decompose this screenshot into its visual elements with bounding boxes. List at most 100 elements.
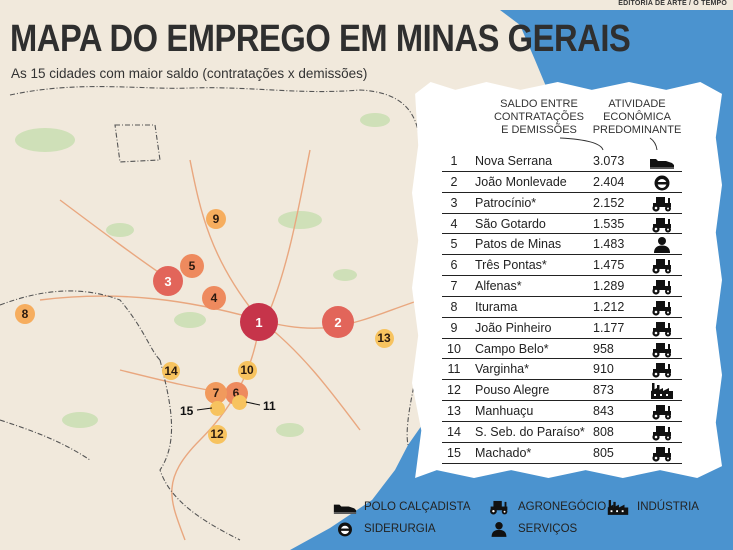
credit-line: EDITORIA DE ARTE / O TEMPO (618, 0, 727, 7)
table-row: 6 Três Pontas* 1.475 (442, 255, 682, 277)
saldo-value: 805 (593, 445, 614, 460)
person-icon (648, 236, 676, 253)
legend-label: INDÚSTRIA (637, 501, 699, 513)
factory-icon (605, 498, 631, 516)
table-row: 12 Pouso Alegre 873 (442, 380, 682, 402)
tractor-icon (648, 424, 676, 441)
city-marker-13: 13 (374, 328, 394, 348)
shoe-icon (332, 498, 358, 516)
legend-label: AGRONEGÓCIO (518, 501, 607, 513)
city-marker-4: 4 (202, 286, 226, 310)
legend-label: SIDERURGIA (364, 523, 436, 535)
city-marker-9: 9 (206, 209, 226, 229)
city-name: S. Seb. do Paraíso* (475, 424, 585, 439)
rank-number: 12 (447, 383, 461, 398)
rank-number: 7 (450, 279, 458, 294)
legend-item: SERVIÇOS (486, 520, 577, 538)
tractor-icon (648, 278, 676, 295)
rank-number: 4 (450, 216, 458, 231)
rank-number: 2 (450, 174, 458, 189)
saldo-value: 910 (593, 362, 614, 377)
shoe-icon (648, 153, 676, 170)
city-name: Nova Serrana (475, 154, 553, 168)
city-marker-3: 3 (153, 266, 183, 296)
rank-number: 5 (450, 237, 458, 252)
city-name: Manhuaçu (475, 404, 534, 419)
rank-number: 10 (447, 341, 461, 356)
city-name: João Pinheiro (475, 320, 552, 335)
header-saldo: SALDO ENTRE CONTRATAÇÕES E DEMISSÕES (493, 98, 585, 136)
table-row: 7 Alfenas* 1.289 (442, 276, 682, 297)
saldo-value: 1.483 (593, 237, 625, 252)
tractor-icon (648, 341, 676, 358)
legend-item: POLO CALÇADISTA (332, 498, 471, 516)
city-marker-5: 5 (180, 254, 204, 278)
table-row: 10 Campo Belo* 958 (442, 339, 682, 360)
saldo-value: 843 (593, 404, 614, 419)
rank-number: 13 (447, 404, 461, 419)
rank-number: 9 (450, 320, 458, 335)
tractor-icon (648, 257, 676, 274)
rank-number: 1 (450, 154, 458, 168)
header-atividade: ATIVIDADE ECONÔMICA PREDOMINANTE (592, 98, 682, 136)
tractor-icon (648, 299, 676, 316)
rank-number: 14 (447, 424, 461, 439)
table-row: 8 Iturama 1.212 (442, 297, 682, 318)
saldo-value: 1.289 (593, 279, 625, 294)
rank-number: 3 (450, 195, 458, 210)
city-marker-15 (209, 400, 225, 416)
city-marker-14: 14 (162, 362, 180, 380)
saldo-value: 958 (593, 341, 614, 356)
rank-number: 11 (447, 362, 461, 377)
legend-item: SIDERURGIA (332, 520, 436, 538)
saldo-value: 2.404 (593, 174, 625, 189)
table-row: 2 João Monlevade 2.404 (442, 172, 682, 193)
table-row: 3 Patrocínio* 2.152 (442, 193, 682, 214)
city-name: Patos de Minas (475, 237, 562, 252)
table-row: 11 Varginha* 910 (442, 359, 682, 381)
city-marker-1: 1 (240, 303, 278, 341)
table-row: 4 São Gotardo 1.535 (442, 214, 682, 235)
saldo-value: 1.475 (593, 258, 625, 273)
city-name: João Monlevade (475, 174, 567, 189)
saldo-value: 873 (593, 383, 614, 398)
saldo-value: 1.535 (593, 216, 625, 231)
saldo-value: 3.073 (593, 154, 625, 168)
city-marker-7: 7 (205, 382, 227, 404)
city-marker-12: 12 (207, 424, 227, 444)
person-icon (486, 520, 512, 538)
rank-number: 8 (450, 299, 458, 314)
city-name: Patrocínio* (475, 195, 537, 210)
city-name: Três Pontas* (475, 258, 547, 273)
helmet-icon (332, 520, 358, 538)
table-row: 1 Nova Serrana 3.073 (442, 151, 682, 172)
city-marker-2: 2 (322, 306, 354, 338)
tractor-icon (648, 361, 676, 378)
callout-label-11: 11 (263, 399, 276, 413)
table-row: 13 Manhuaçu 843 (442, 401, 682, 422)
tractor-icon (648, 320, 676, 337)
saldo-value: 808 (593, 424, 614, 439)
city-marker-10: 10 (237, 360, 257, 380)
rank-number: 15 (447, 445, 461, 460)
city-marker-8: 8 (15, 304, 35, 324)
table-row: 5 Patos de Minas 1.483 (442, 234, 682, 256)
map-vegetation (15, 113, 390, 437)
tractor-icon (486, 498, 512, 516)
saldo-value: 1.212 (593, 299, 625, 314)
legend-label: SERVIÇOS (518, 523, 578, 535)
legend-item: AGRONEGÓCIO (486, 498, 606, 516)
page-subtitle: As 15 cidades com maior saldo (contrataç… (11, 66, 368, 81)
factory-icon (648, 382, 676, 399)
city-name: Alfenas* (475, 279, 522, 294)
tractor-icon (648, 195, 676, 212)
city-name: São Gotardo (475, 216, 546, 231)
legend-label: POLO CALÇADISTA (364, 501, 471, 513)
city-name: Machado* (475, 445, 532, 460)
ranking-table: 1 Nova Serrana 3.073 2 João Monlevade 2.404 3 P… (442, 151, 682, 464)
saldo-value: 2.152 (593, 195, 625, 210)
table-row: 9 João Pinheiro 1.177 (442, 318, 682, 339)
city-name: Varginha* (475, 362, 529, 377)
tractor-icon (648, 216, 676, 233)
city-name: Pouso Alegre (475, 383, 550, 398)
